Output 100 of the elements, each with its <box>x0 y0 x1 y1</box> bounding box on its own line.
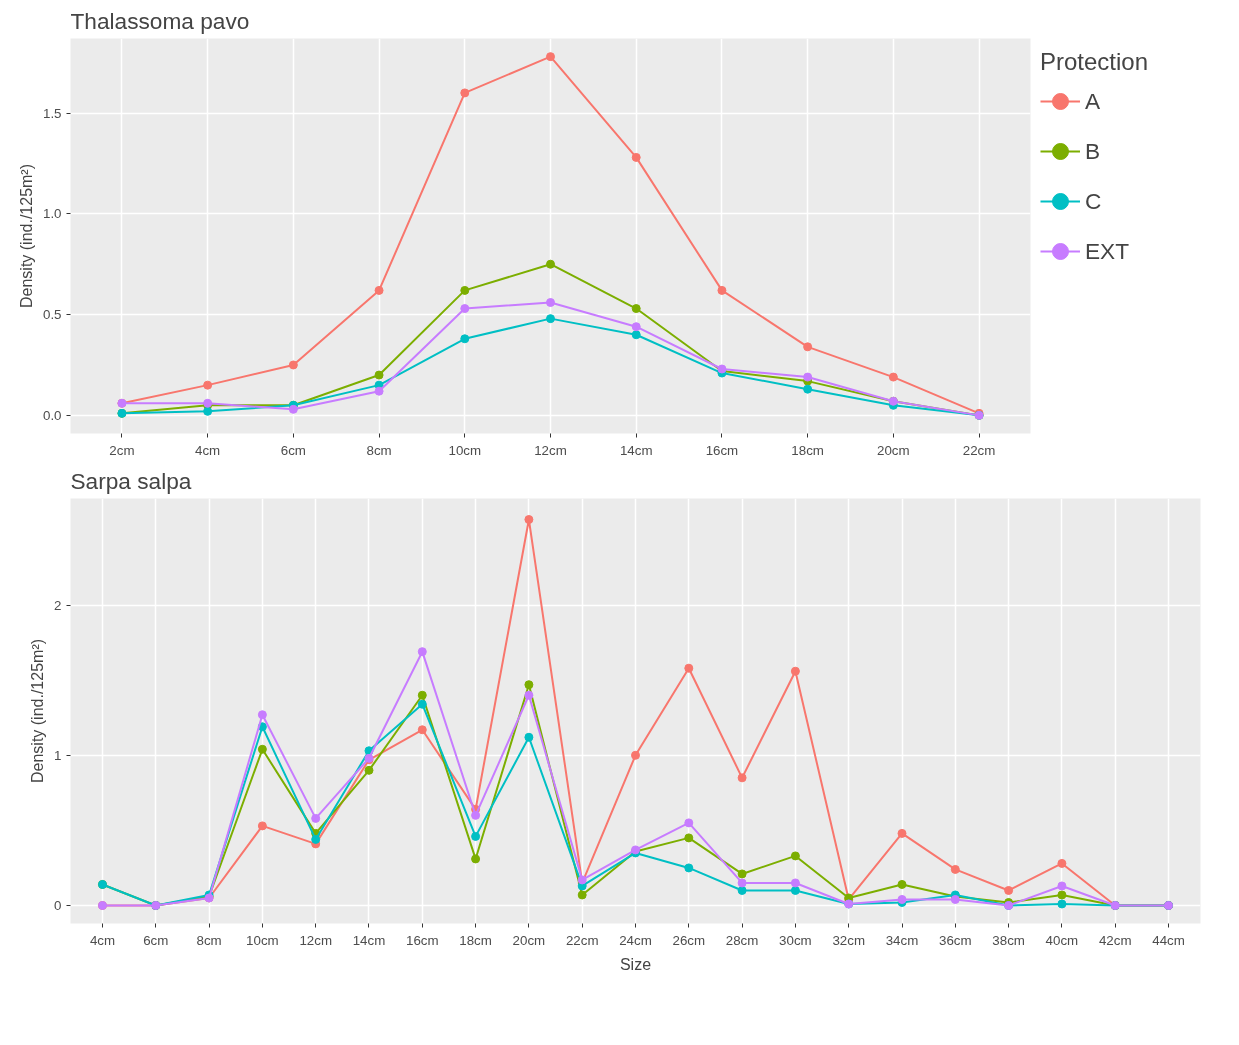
point <box>203 406 213 416</box>
x-tick-label: 24cm <box>619 932 652 948</box>
x-tick-label: 8cm <box>196 932 222 948</box>
x-tick-label: 44cm <box>1152 932 1185 948</box>
x-tick-label: 10cm <box>448 442 482 458</box>
legend-title: Protection <box>1040 48 1149 76</box>
point <box>684 863 694 873</box>
point <box>311 813 321 823</box>
x-tick-label: 12cm <box>534 442 567 458</box>
x-tick-label: 30cm <box>779 932 812 948</box>
x-tick-label: 22cm <box>565 932 599 948</box>
point <box>288 404 298 414</box>
point <box>471 810 481 820</box>
x-tick-label: 16cm <box>406 932 439 948</box>
point <box>897 828 907 838</box>
point <box>374 285 384 295</box>
point <box>803 342 813 352</box>
legend-label: B <box>1085 137 1102 165</box>
point <box>737 878 747 888</box>
point <box>311 834 321 844</box>
x-tick-label: 12cm <box>299 932 332 948</box>
legend-label: A <box>1085 87 1102 115</box>
point <box>524 690 534 700</box>
point <box>737 869 747 879</box>
x-tick-label: 32cm <box>832 932 866 948</box>
x-tick-label: 4cm <box>89 932 116 948</box>
point <box>257 821 267 831</box>
y-tick-label: 1 <box>54 747 62 763</box>
point <box>524 732 534 742</box>
point <box>790 878 800 888</box>
y-tick-label: 1.0 <box>42 206 62 222</box>
point <box>1057 858 1067 868</box>
legend-label: EXT <box>1085 237 1130 265</box>
point <box>417 647 427 657</box>
point <box>524 680 534 690</box>
x-tick-label: 20cm <box>512 932 546 948</box>
x-tick-label: 14cm <box>352 932 386 948</box>
x-tick-label: 6cm <box>280 442 306 458</box>
x-tick-label: 40cm <box>1045 932 1079 948</box>
x-tick-label: 8cm <box>366 442 392 458</box>
y-tick-label: 1.5 <box>42 105 62 121</box>
point <box>1057 890 1067 900</box>
x-tick-label: 10cm <box>246 932 279 948</box>
point <box>546 52 555 62</box>
y-axis-title: Density (ind./125m²) <box>29 638 47 784</box>
point <box>288 360 298 370</box>
point <box>460 304 470 314</box>
point <box>790 666 800 676</box>
point <box>631 322 641 332</box>
point <box>1057 899 1067 909</box>
x-tick-label: 38cm <box>992 932 1025 948</box>
x-tick-label: 6cm <box>143 932 169 948</box>
point <box>684 833 694 843</box>
chart-title: Thalassoma pavo <box>70 7 250 34</box>
point <box>631 152 641 162</box>
point <box>803 384 813 394</box>
point <box>417 699 427 709</box>
point <box>737 885 747 895</box>
x-tick-label: 4cm <box>195 442 221 458</box>
legend-label: C <box>1085 187 1103 215</box>
point <box>897 879 907 889</box>
y-tick-label: 0.0 <box>42 407 62 423</box>
point <box>631 304 641 314</box>
point <box>790 885 800 895</box>
y-axis-title: Density (ind./125m²) <box>17 163 35 309</box>
x-tick-label: 34cm <box>885 932 919 948</box>
x-axis-title: Size <box>619 955 652 973</box>
x-tick-label: 36cm <box>939 932 972 948</box>
point <box>460 285 470 295</box>
point <box>203 380 213 390</box>
point <box>546 298 555 307</box>
point <box>417 725 427 735</box>
chart-title: Sarpa salpa <box>70 467 192 494</box>
point <box>803 372 813 382</box>
x-tick-label: 2cm <box>109 442 135 458</box>
point <box>546 259 555 269</box>
x-tick-label: 18cm <box>459 932 492 948</box>
x-tick-label: 28cm <box>725 932 759 948</box>
point <box>631 750 640 760</box>
point <box>546 314 555 324</box>
point <box>737 773 747 783</box>
point <box>684 663 694 673</box>
point <box>888 372 898 382</box>
point <box>471 854 481 864</box>
point <box>471 831 481 841</box>
x-tick-label: 42cm <box>1098 932 1132 948</box>
point <box>374 370 384 380</box>
point <box>1057 881 1067 891</box>
x-tick-label: 20cm <box>877 442 910 458</box>
point <box>1004 885 1014 895</box>
x-tick-label: 26cm <box>672 932 706 948</box>
point <box>950 864 960 874</box>
x-tick-label: 18cm <box>791 442 824 458</box>
point <box>790 851 800 861</box>
point <box>577 890 587 900</box>
point <box>460 88 470 98</box>
x-tick-label: 22cm <box>962 442 996 458</box>
y-tick-label: 0.5 <box>42 307 62 323</box>
x-tick-label: 14cm <box>619 442 653 458</box>
point <box>524 515 534 525</box>
